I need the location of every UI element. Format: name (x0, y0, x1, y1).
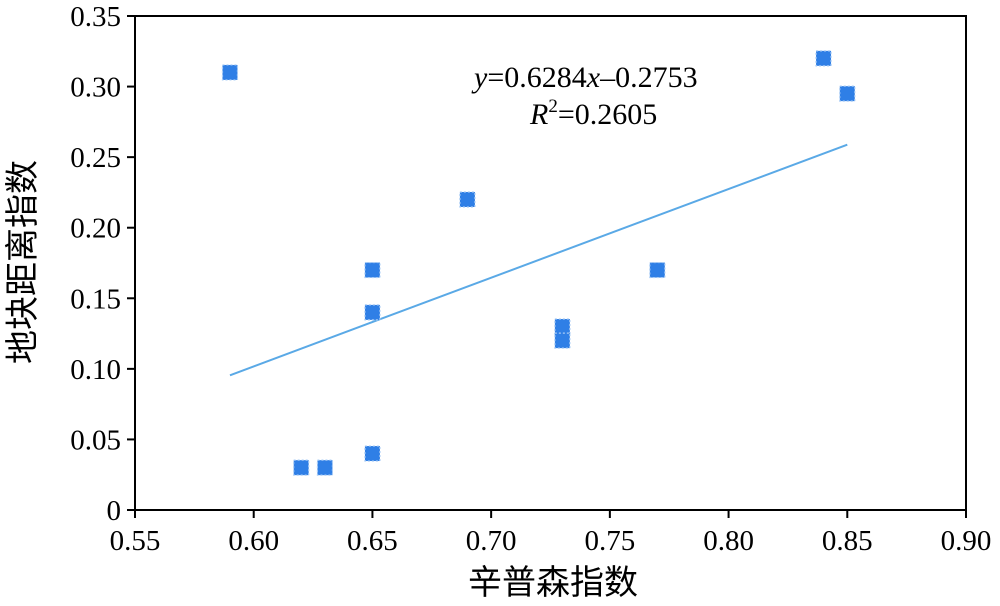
tick-labels-layer: 0.55 0.60 0.65 0.70 0.75 0.80 0.85 0.90 0 0.05 0.1… (70, 1, 991, 557)
data-point (554, 332, 571, 349)
data-point (459, 191, 476, 208)
data-point (839, 85, 856, 102)
r-val: =0.2605 (558, 98, 657, 131)
y-tick-label: 0.30 (70, 72, 121, 104)
eq-mid: =0.6284 (487, 61, 586, 94)
y-tick-label: 0.35 (70, 1, 121, 33)
data-point (815, 50, 832, 67)
x-tick-label: 0.60 (228, 525, 279, 557)
trendline (229, 143, 848, 377)
x-tick-label: 0.80 (703, 525, 754, 557)
data-point (649, 261, 666, 279)
y-tick-label: 0.20 (70, 213, 121, 245)
data-point (554, 318, 571, 335)
data-point (364, 261, 381, 279)
r-squared: R2=0.2605 (529, 96, 657, 131)
data-point (221, 64, 239, 81)
regression-equation: y=0.6284x–0.2753 (471, 61, 698, 94)
y-tick-label: 0.10 (70, 354, 121, 386)
x-axis-title: 辛普森指数 (468, 563, 638, 603)
x-tick-label: 0.85 (822, 525, 873, 557)
y-tick-label: 0 (107, 495, 122, 527)
eq-y-var: y (471, 61, 488, 94)
x-tick-label: 0.90 (941, 525, 992, 557)
y-tick-label: 0.15 (70, 283, 121, 315)
eq-x-var: x (586, 61, 601, 94)
y-axis-title: 地块距离指数 (3, 160, 43, 364)
data-point (316, 459, 334, 476)
y-tick-label: 0.25 (70, 142, 121, 174)
x-tick-label: 0.75 (584, 525, 635, 557)
points-layer (221, 50, 856, 476)
x-tick-label: 0.65 (347, 525, 398, 557)
data-point (364, 304, 381, 321)
r-sup: 2 (548, 96, 558, 117)
ticks-layer (127, 15, 967, 518)
data-point (364, 445, 381, 462)
plot-frame (134, 15, 967, 511)
eq-tail: –0.2753 (599, 61, 698, 94)
data-point (293, 459, 310, 476)
x-tick-label: 0.70 (466, 525, 517, 557)
r-var: R (529, 98, 548, 131)
x-tick-label: 0.55 (110, 525, 161, 557)
y-tick-label: 0.05 (70, 424, 121, 456)
